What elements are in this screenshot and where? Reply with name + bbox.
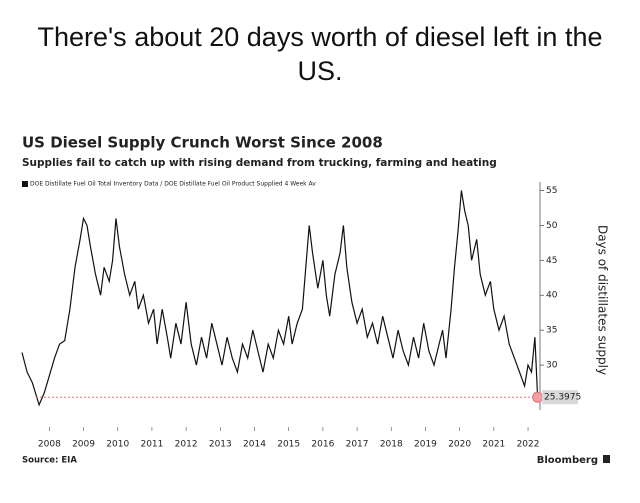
x-tick-label: 2008	[38, 440, 61, 450]
x-tick-label: 2013	[209, 440, 232, 450]
x-tick-label: 2016	[311, 440, 334, 450]
x-tick-label: 2015	[277, 440, 300, 450]
x-tick-label: 2021	[482, 440, 505, 450]
chart-title: US Diesel Supply Crunch Worst Since 2008	[22, 134, 383, 152]
value-label-box	[542, 390, 578, 405]
caption: There's about 20 days worth of diesel le…	[37, 22, 603, 86]
x-tick-label: 2022	[517, 440, 540, 450]
last-point	[532, 391, 544, 403]
x-tick-label: 2011	[140, 440, 163, 450]
x-tick-label: 2017	[346, 440, 369, 450]
x-tick-label: 2018	[380, 440, 403, 450]
y-axis-label: Days of distillates supply	[596, 225, 610, 375]
legend-swatch	[22, 181, 28, 187]
line	[21, 190, 539, 407]
y-tick-label: 30	[546, 361, 558, 371]
chart-subtitle: Supplies fail to catch up with rising de…	[22, 157, 497, 169]
x-tick-label: 2009	[72, 440, 95, 450]
y-tick-label: 55	[546, 186, 557, 196]
legend-label: DOE Distillate Fuel Oil Total Inventory …	[30, 181, 316, 188]
y-tick-label: 50	[546, 221, 558, 231]
x-tick-label: 2019	[414, 440, 437, 450]
y-tick-label: 35	[546, 326, 557, 336]
credit: Bloomberg	[537, 455, 598, 466]
x-tick-label: 2020	[448, 440, 471, 450]
credit-icon	[603, 455, 610, 463]
y-tick-label: 40	[546, 291, 558, 301]
y-tick-label: 45	[546, 256, 557, 266]
value-label: 25.3975	[544, 393, 581, 403]
x-tick-label: 2010	[106, 440, 129, 450]
x-tick-label: 2014	[243, 440, 266, 450]
x-tick-label: 2012	[175, 440, 198, 450]
source: Source: EIA	[22, 456, 77, 466]
